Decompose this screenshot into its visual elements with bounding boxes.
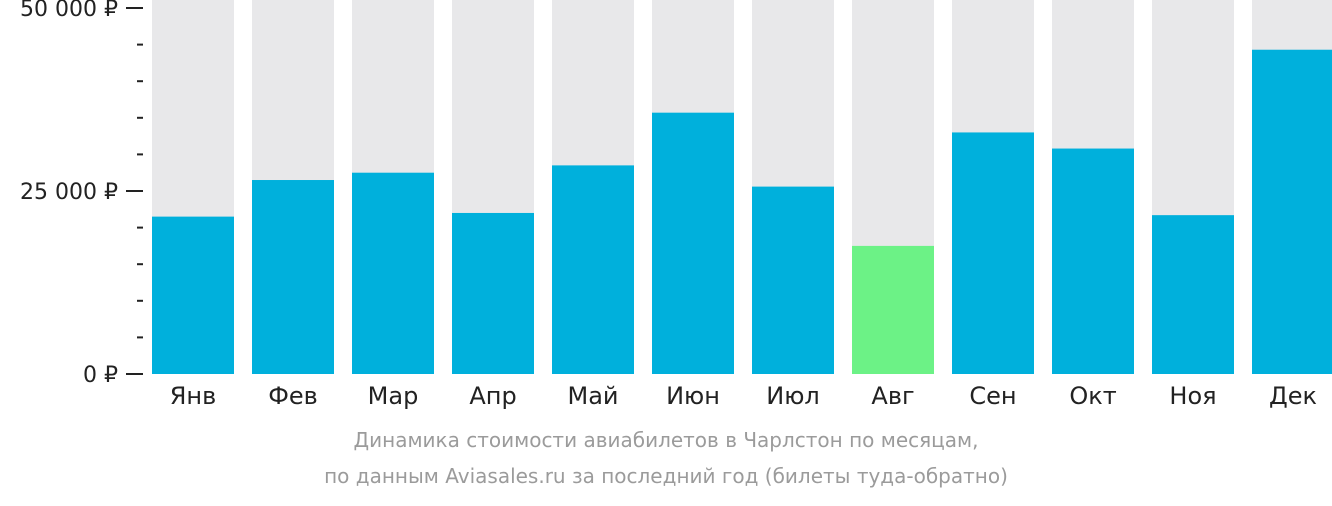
bar-4	[452, 212, 534, 374]
bar-2	[252, 180, 334, 374]
x-tick-label-6: Июн	[666, 382, 720, 410]
x-tick-label-3: Мар	[368, 382, 419, 410]
x-tick-label-4: Апр	[469, 382, 516, 410]
y-tick-label-3: 50 000 ₽	[20, 0, 118, 22]
x-tick-label-12: Дек	[1269, 382, 1317, 410]
x-tick-label-2: Фев	[268, 382, 318, 410]
bar-5	[552, 165, 634, 374]
bar-3	[352, 172, 434, 374]
bar-6	[652, 112, 734, 375]
chart-caption-line-1: Динамика стоимости авиабилетов в Чарлсто…	[353, 428, 979, 452]
bar-7	[752, 186, 834, 374]
chart-caption-line-2: по данным Aviasales.ru за последний год …	[324, 464, 1008, 488]
x-tick-label-9: Сен	[969, 382, 1016, 410]
x-tick-label-7: Июл	[766, 382, 820, 410]
bar-10	[1052, 148, 1134, 374]
x-tick-label-11: Ноя	[1169, 382, 1216, 410]
bar-8	[852, 245, 934, 374]
bar-9	[952, 132, 1034, 374]
bar-11	[1152, 215, 1234, 374]
bar-1	[152, 216, 234, 374]
y-tick-label-2: 25 000 ₽	[20, 180, 118, 205]
y-tick-label-1: 0 ₽	[83, 363, 118, 388]
bar-12	[1252, 49, 1332, 374]
x-tick-label-8: Авг	[871, 382, 914, 410]
x-tick-label-10: Окт	[1069, 382, 1116, 410]
x-tick-label-5: Май	[567, 382, 618, 410]
x-tick-label-1: Янв	[170, 382, 217, 410]
